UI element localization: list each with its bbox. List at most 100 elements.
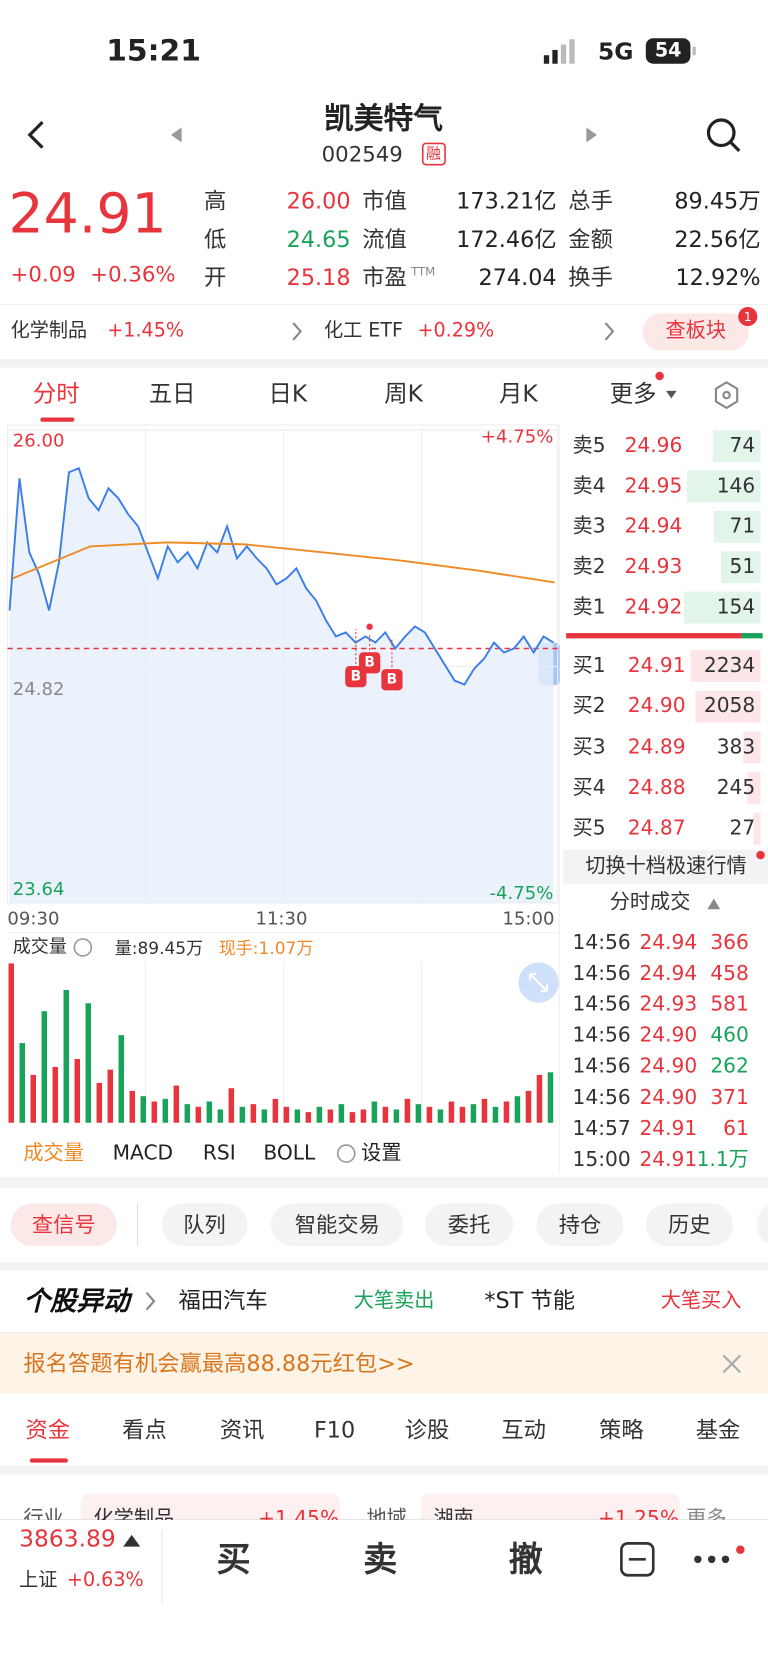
volume-bar bbox=[184, 1104, 191, 1123]
buy-price: 24.87 bbox=[627, 816, 686, 840]
detail-tab[interactable]: 资金 bbox=[25, 1417, 71, 1443]
toggle-bg[interactable] bbox=[562, 849, 768, 884]
search-icon[interactable] bbox=[706, 118, 736, 148]
sell-volume: 74 bbox=[729, 433, 756, 458]
settings-icon[interactable] bbox=[714, 381, 739, 410]
close-icon[interactable] bbox=[722, 1354, 742, 1374]
stat-value: 274.04 bbox=[478, 265, 557, 291]
back-icon[interactable] bbox=[27, 121, 44, 149]
price-line bbox=[8, 466, 554, 686]
detail-tab[interactable]: 互动 bbox=[501, 1417, 546, 1443]
sell-price: 24.93 bbox=[624, 554, 683, 579]
indicator-tab[interactable]: MACD bbox=[112, 1141, 174, 1165]
action-tab[interactable]: 持仓 bbox=[558, 1211, 602, 1238]
volume-bar bbox=[118, 1035, 125, 1123]
action-tab[interactable]: 历史 bbox=[668, 1211, 711, 1238]
chart-tab[interactable]: 更多 bbox=[609, 381, 657, 408]
detail-tab[interactable]: 基金 bbox=[695, 1417, 741, 1443]
action-tab[interactable]: 队列 bbox=[183, 1211, 226, 1238]
action-tab[interactable]: 查信号 bbox=[31, 1211, 96, 1238]
buy-label: 买5 bbox=[572, 816, 606, 840]
volume-bar bbox=[74, 1059, 81, 1123]
indicator-tab[interactable]: 成交量 bbox=[23, 1141, 84, 1165]
news-stock[interactable]: 福田汽车 bbox=[178, 1287, 268, 1314]
buy-label: 买4 bbox=[572, 775, 606, 800]
volume-bar bbox=[261, 1109, 268, 1123]
volume-bar bbox=[382, 1106, 389, 1123]
buy-label: 买3 bbox=[572, 735, 606, 759]
stat-label: 金额 bbox=[568, 226, 613, 253]
volume-bar bbox=[437, 1109, 444, 1123]
action-tab-bg bbox=[10, 1203, 117, 1246]
prev-stock[interactable] bbox=[171, 127, 182, 143]
sector-button-bg[interactable] bbox=[642, 313, 749, 351]
toggle[interactable]: 切换十档极速行情 bbox=[585, 854, 747, 878]
trade-button[interactable]: 卖 bbox=[363, 1539, 398, 1580]
volume-bar bbox=[448, 1101, 455, 1123]
trade-volume: 61 bbox=[723, 1116, 749, 1140]
chart-tab[interactable]: 月K bbox=[499, 381, 538, 408]
chart-tab[interactable]: 周K bbox=[384, 381, 423, 408]
detail-tab[interactable]: 看点 bbox=[122, 1417, 167, 1443]
volume-bar bbox=[349, 1112, 356, 1123]
volume-bar bbox=[173, 1085, 180, 1123]
chart-tab[interactable]: 分时 bbox=[32, 381, 80, 408]
settings-icon[interactable] bbox=[336, 1144, 356, 1163]
volume-bar bbox=[8, 963, 14, 1123]
sector-change: +1.45% bbox=[107, 319, 185, 343]
marker-dot bbox=[366, 623, 373, 630]
detail-tab[interactable]: 策略 bbox=[599, 1417, 644, 1443]
detail-tab[interactable]: 诊股 bbox=[404, 1417, 450, 1443]
action-tab[interactable]: 委托 bbox=[447, 1211, 491, 1238]
stat-label: 总手 bbox=[568, 188, 613, 215]
more-caret bbox=[665, 390, 677, 399]
separator bbox=[0, 1176, 768, 1188]
volume-bar bbox=[96, 1082, 103, 1123]
book-divider-red bbox=[566, 633, 742, 639]
signal-icon bbox=[543, 39, 575, 64]
sell-price: 24.95 bbox=[624, 474, 683, 498]
trade-price: 24.91 bbox=[639, 1116, 698, 1140]
indicator-tab[interactable]: 设置 bbox=[361, 1141, 402, 1165]
trade-button[interactable]: 买 bbox=[216, 1539, 251, 1580]
stat-label: 市值 bbox=[362, 188, 407, 215]
status-time: 15:21 bbox=[106, 32, 201, 68]
volume-bar bbox=[492, 1106, 499, 1123]
help-icon[interactable] bbox=[73, 938, 93, 957]
action-tab-bg bbox=[270, 1203, 404, 1246]
news-stock[interactable]: *ST 节能 bbox=[484, 1287, 576, 1314]
sector-button[interactable]: 查板块 bbox=[665, 319, 727, 343]
buy-volume: 245 bbox=[716, 775, 756, 800]
buy-volume-bar bbox=[695, 690, 761, 723]
buy-volume: 2058 bbox=[703, 694, 756, 718]
battery bbox=[645, 38, 691, 64]
indicator-tab[interactable]: RSI bbox=[202, 1141, 236, 1165]
next-stock[interactable] bbox=[586, 127, 597, 143]
volume-bar bbox=[217, 1109, 224, 1123]
stat-label: 开 bbox=[203, 265, 227, 291]
separator bbox=[0, 1261, 768, 1271]
chart-tab[interactable]: 五日 bbox=[148, 381, 196, 408]
banner[interactable]: 报名答题有机会赢最高88.88元红包>> bbox=[23, 1350, 415, 1377]
trade-volume: 1.1万 bbox=[696, 1147, 749, 1171]
volume-bar bbox=[85, 1003, 92, 1123]
chart-tab[interactable]: 日K bbox=[268, 381, 308, 408]
indicator-tab[interactable]: BOLL bbox=[263, 1141, 316, 1165]
trade-volume: 371 bbox=[710, 1085, 749, 1109]
detail-tab[interactable]: F10 bbox=[313, 1417, 356, 1443]
change-pct: +0.36% bbox=[90, 261, 176, 287]
detail-tab[interactable]: 资讯 bbox=[219, 1417, 265, 1443]
more-icon[interactable] bbox=[694, 1555, 730, 1564]
trade-time: 15:00 bbox=[572, 1147, 631, 1171]
sell-price: 24.94 bbox=[624, 514, 683, 539]
trade-button[interactable]: 撤 bbox=[508, 1539, 543, 1580]
battery-tip bbox=[692, 46, 696, 56]
trade-volume: 460 bbox=[710, 1023, 749, 1048]
divider bbox=[161, 1529, 163, 1604]
minus-icon[interactable] bbox=[620, 1542, 655, 1577]
action-tab[interactable]: 智能交易 bbox=[294, 1211, 380, 1238]
dot bbox=[736, 1545, 745, 1554]
volume-bar bbox=[63, 989, 70, 1123]
tab-underline bbox=[29, 1458, 68, 1463]
